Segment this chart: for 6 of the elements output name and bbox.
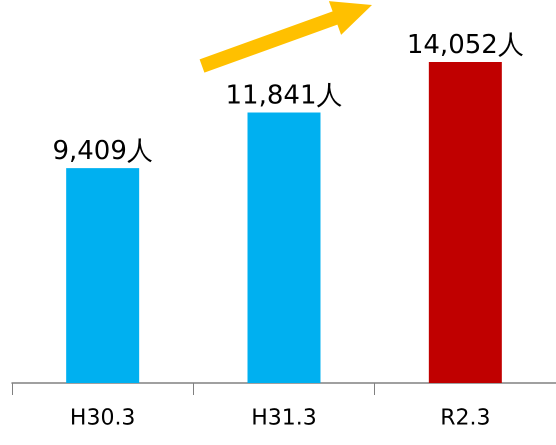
x-tick-label: R2.3: [440, 406, 490, 430]
x-tick-label: H31.3: [251, 406, 317, 430]
x-tick-label: H30.3: [70, 406, 136, 430]
data-label: 9,409人: [52, 136, 153, 166]
data-label: 11,841人: [226, 80, 342, 111]
data-label: 14,052人: [406, 30, 524, 60]
